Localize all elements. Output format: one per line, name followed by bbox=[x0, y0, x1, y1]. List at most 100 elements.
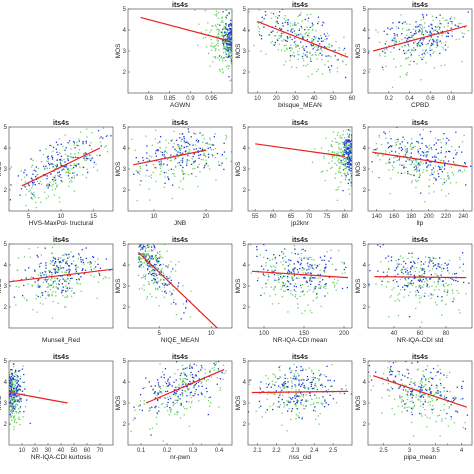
data-point bbox=[395, 26, 398, 28]
data-point bbox=[274, 279, 276, 281]
y-tick-label: 2 bbox=[243, 70, 247, 76]
data-point bbox=[457, 170, 459, 172]
data-point bbox=[335, 172, 337, 175]
data-point bbox=[36, 180, 39, 182]
data-point bbox=[219, 356, 220, 357]
data-point bbox=[167, 176, 169, 178]
data-point bbox=[320, 40, 323, 42]
data-point bbox=[331, 151, 333, 153]
data-point bbox=[178, 186, 180, 189]
data-point bbox=[170, 159, 172, 161]
data-point bbox=[9, 199, 12, 201]
data-point bbox=[418, 271, 421, 273]
data-point bbox=[406, 148, 408, 150]
data-point bbox=[414, 41, 416, 43]
data-point bbox=[443, 390, 445, 392]
data-point bbox=[228, 40, 230, 43]
y-tick-label: 3 bbox=[4, 401, 8, 407]
data-point bbox=[420, 264, 422, 266]
data-point bbox=[50, 145, 53, 147]
data-point bbox=[426, 166, 428, 168]
data-point bbox=[412, 146, 414, 149]
data-point bbox=[205, 387, 207, 389]
data-point bbox=[348, 139, 350, 141]
data-point bbox=[197, 394, 199, 396]
data-point bbox=[386, 33, 388, 35]
data-point bbox=[429, 130, 432, 133]
data-point bbox=[417, 165, 420, 167]
data-point bbox=[186, 161, 188, 163]
y-tick-label: 2 bbox=[123, 188, 127, 194]
data-point bbox=[216, 152, 219, 155]
data-point bbox=[10, 403, 12, 405]
data-point bbox=[10, 390, 12, 392]
data-point bbox=[14, 385, 16, 387]
data-point bbox=[51, 155, 53, 157]
data-point bbox=[278, 385, 280, 387]
data-point bbox=[305, 394, 307, 396]
data-point bbox=[59, 174, 61, 176]
data-point bbox=[391, 27, 393, 29]
data-point bbox=[279, 392, 281, 394]
data-point bbox=[377, 153, 380, 156]
data-point bbox=[179, 149, 181, 151]
x-axis-label: HVS-MaxPol- tructural bbox=[29, 220, 94, 227]
data-point bbox=[274, 256, 277, 259]
data-point bbox=[45, 197, 48, 200]
data-point bbox=[260, 294, 262, 297]
data-point bbox=[178, 261, 180, 263]
data-point bbox=[53, 170, 55, 172]
data-point bbox=[282, 285, 284, 287]
data-point bbox=[388, 169, 390, 171]
data-point bbox=[424, 261, 426, 263]
data-point bbox=[311, 54, 313, 57]
data-point bbox=[225, 134, 227, 137]
data-point bbox=[455, 38, 457, 41]
data-point bbox=[430, 293, 432, 295]
plot-area bbox=[368, 127, 472, 211]
data-point bbox=[343, 146, 345, 148]
data-point bbox=[40, 296, 42, 298]
data-point bbox=[317, 48, 319, 50]
data-point bbox=[23, 284, 25, 287]
data-point bbox=[141, 409, 143, 412]
data-point bbox=[173, 391, 176, 393]
data-point bbox=[16, 400, 18, 403]
data-point bbox=[396, 281, 398, 283]
data-point bbox=[398, 292, 401, 295]
data-point bbox=[460, 22, 462, 25]
data-point bbox=[48, 167, 51, 169]
data-point bbox=[209, 405, 211, 407]
y-tick-label: 5 bbox=[123, 359, 127, 365]
data-point bbox=[444, 397, 446, 399]
data-point bbox=[156, 251, 159, 253]
data-point bbox=[316, 49, 318, 51]
data-point bbox=[279, 404, 282, 406]
data-point bbox=[257, 26, 259, 28]
plot-area bbox=[9, 127, 113, 211]
data-point bbox=[442, 7, 443, 8]
data-point bbox=[89, 154, 91, 156]
data-point bbox=[447, 175, 449, 177]
data-point bbox=[458, 146, 460, 148]
data-point bbox=[302, 37, 304, 39]
data-point bbox=[229, 51, 231, 54]
data-point bbox=[395, 143, 397, 146]
data-point bbox=[48, 294, 50, 296]
data-point bbox=[37, 286, 39, 288]
data-point bbox=[390, 145, 392, 148]
data-point bbox=[124, 157, 125, 158]
data-point bbox=[452, 161, 455, 163]
data-point bbox=[38, 182, 40, 185]
data-point bbox=[439, 160, 442, 162]
data-point bbox=[453, 157, 455, 159]
data-point bbox=[410, 273, 413, 276]
data-point bbox=[448, 272, 450, 274]
data-point bbox=[23, 297, 25, 299]
data-point bbox=[369, 375, 371, 377]
data-point bbox=[52, 268, 54, 270]
data-point bbox=[225, 17, 228, 20]
data-point bbox=[175, 166, 177, 168]
data-point bbox=[163, 282, 165, 284]
data-point bbox=[302, 284, 304, 286]
